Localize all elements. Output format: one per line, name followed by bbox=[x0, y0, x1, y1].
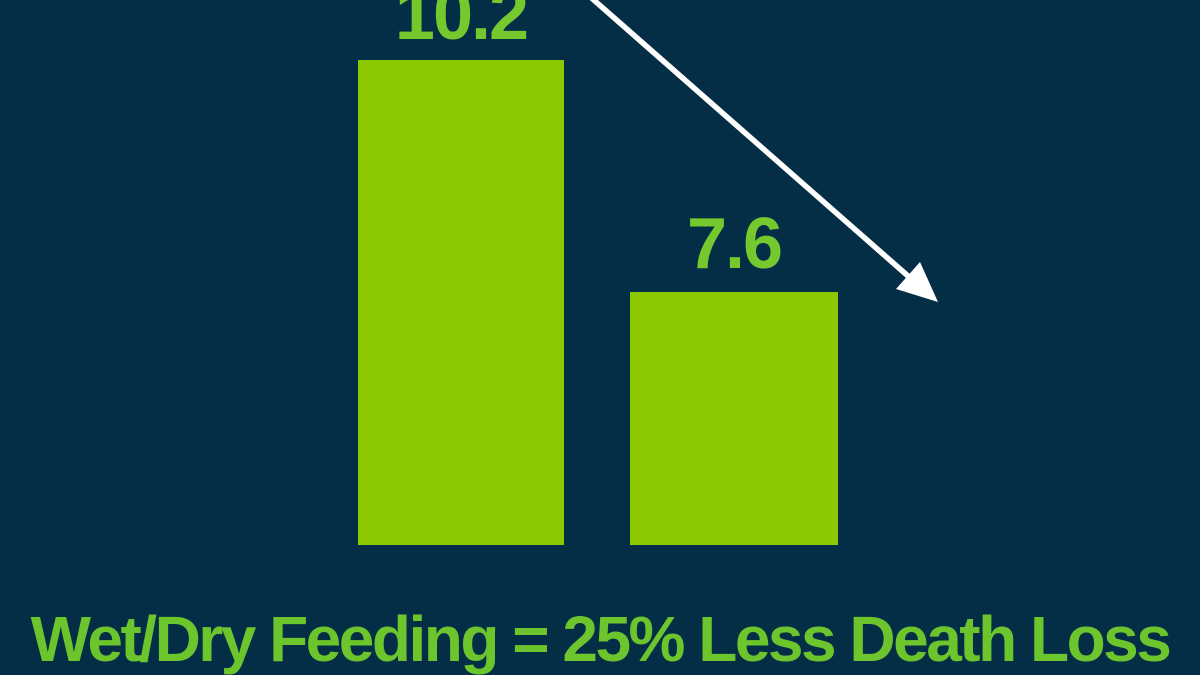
bar-right-value-label: 7.6 bbox=[686, 204, 783, 284]
bar-right bbox=[630, 292, 838, 545]
bar-left-value-label: 10.2 bbox=[394, 0, 529, 55]
caption-text: Wet/Dry Feeding = 25% Less Death Loss bbox=[30, 603, 1172, 675]
bar-left bbox=[358, 60, 564, 545]
